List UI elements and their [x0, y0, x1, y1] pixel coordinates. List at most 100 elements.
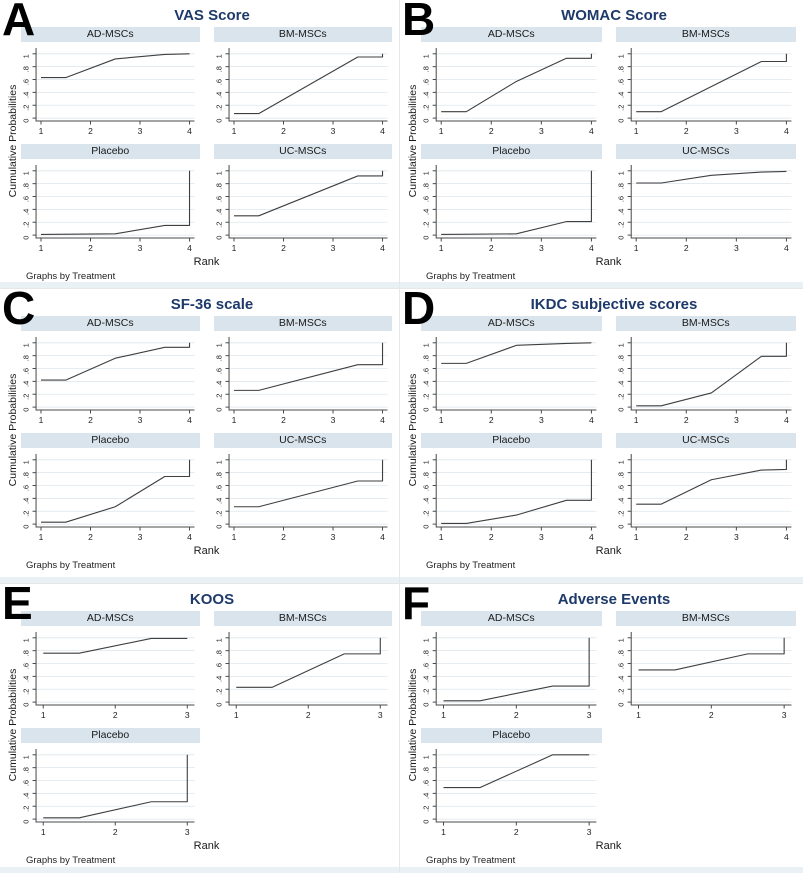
- y-tick-label: .2: [616, 511, 625, 517]
- axes: [435, 48, 597, 122]
- y-tick-label: .8: [616, 472, 625, 478]
- cumulative-probability-line: [443, 754, 590, 789]
- y-tick-label: .8: [22, 767, 31, 773]
- y-tick-label: 0: [22, 820, 31, 824]
- y-tick-label: 1: [616, 638, 625, 642]
- y-tick-label: .4: [616, 92, 625, 98]
- subplot-plot: 0 .2 .4 .6 .8 1 1 2 3 4: [616, 454, 791, 542]
- cumulative-probability-line: [40, 170, 191, 236]
- x-tick-label: 2: [683, 126, 688, 136]
- graphs-by-treatment-note: Graphs by Treatment: [426, 271, 516, 282]
- subplot-header: BM-MSCs: [615, 611, 796, 626]
- panel-body: Cumulative Probabilities AD-MSCs 0 .2 .4 .6 .8…: [404, 316, 796, 544]
- x-axis-title: Rank: [595, 545, 622, 557]
- graphs-by-treatment-note: Graphs by Treatment: [26, 560, 116, 571]
- y-tick-label: .6: [422, 79, 431, 85]
- y-tick-label: .4: [422, 676, 431, 682]
- y-tick-label: .6: [616, 368, 625, 374]
- y-tick-label: .2: [22, 394, 31, 400]
- x-tick-label: 3: [138, 243, 143, 253]
- y-tick-label: 1: [22, 54, 31, 58]
- y-tick-label: .2: [22, 689, 31, 695]
- graphs-by-treatment-note: Graphs by Treatment: [26, 855, 116, 866]
- y-tick-label: .2: [616, 222, 625, 228]
- x-tick-label: 1: [633, 243, 638, 253]
- y-axis-title-area: Cumulative Probabilities: [404, 27, 421, 255]
- x-tick-label: 2: [708, 710, 713, 720]
- y-tick-label: .6: [214, 485, 223, 491]
- x-tick-label: 1: [233, 710, 238, 720]
- x-tick-label: 1: [231, 243, 236, 253]
- axes: [630, 337, 791, 411]
- x-tick-label: 3: [330, 415, 335, 425]
- x-tick-label: 1: [39, 243, 44, 253]
- y-tick-label: 0: [616, 236, 625, 240]
- x-axis-title: Rank: [595, 256, 622, 268]
- x-tick-label: 3: [733, 415, 738, 425]
- y-tick-label: .6: [22, 663, 31, 669]
- subplot-plot: 0 .2 .4 .6 .8 1 1 2 3: [422, 749, 597, 837]
- y-tick-label: .6: [214, 196, 223, 202]
- y-tick-label: 1: [214, 460, 223, 464]
- x-tick-label: 2: [88, 532, 93, 542]
- subplot-header: Placebo: [21, 728, 200, 743]
- x-tick-label: 1: [41, 710, 46, 720]
- x-tick-label: 1: [41, 827, 46, 837]
- x-tick-label: 4: [784, 532, 789, 542]
- y-tick-label: .8: [214, 355, 223, 361]
- cumulative-probability-line: [441, 170, 592, 236]
- subplot-header: BM-MSCs: [213, 27, 392, 42]
- y-tick-label: .2: [22, 222, 31, 228]
- y-tick-label: .4: [22, 92, 31, 98]
- subplot-plot: 0 .2 .4 .6 .8 1 1 2 3 4: [22, 454, 195, 542]
- cumulative-probability-line: [635, 342, 787, 407]
- y-tick-label: .8: [422, 472, 431, 478]
- subplot-bm-mscs: BM-MSCs 0 .2 .4 .6 .8 1 1 2 3: [213, 611, 392, 722]
- x-tick-label: 4: [589, 532, 594, 542]
- x-tick-label: 2: [113, 827, 118, 837]
- subplot-header: UC-MSCs: [615, 144, 796, 159]
- subplot-bm-mscs: BM-MSCs 0 .2 .4 .6 .8 1 1 2 3 4: [213, 316, 392, 427]
- y-tick-label: .8: [616, 183, 625, 189]
- y-tick-label: .4: [214, 498, 223, 504]
- x-tick-label: 4: [380, 415, 385, 425]
- subplot-grid: AD-MSCs 0 .2 .4 .6 .8 1 1 2 3 4 BM-MSCs 0 .2 .4 .6 .8 1 1 2…: [421, 316, 796, 544]
- x-tick-label: 2: [489, 415, 494, 425]
- axes: [228, 337, 387, 411]
- panel-title: VAS Score: [174, 7, 250, 24]
- y-tick-label: 0: [22, 525, 31, 529]
- x-tick-label: 3: [377, 710, 382, 720]
- y-tick-label: .6: [422, 780, 431, 786]
- y-axis-title-area: Cumulative Probabilities: [404, 611, 421, 839]
- cumulative-probability-line: [637, 637, 785, 671]
- subplot-grid: AD-MSCs 0 .2 .4 .6 .8 1 1 2 3 4 BM-MSCs 0 .2 .4 .6 .8 1 1 2…: [21, 316, 392, 544]
- subplot-placebo: Placebo 0 .2 .4 .6 .8 1 1 2 3: [21, 728, 200, 839]
- y-tick-label: .2: [22, 105, 31, 111]
- panel-a: A VAS Score Cumulative Probabilities AD-MSC…: [0, 0, 400, 289]
- axes: [435, 632, 597, 706]
- subplot-grid: AD-MSCs 0 .2 .4 .6 .8 1 1 2 3 4 BM-MSCs 0 .2 .4 .6 .8 1 1 2…: [421, 27, 796, 255]
- panel-d: D IKDC subjective scores Cumulative Probab…: [400, 283, 803, 584]
- panel-body: Cumulative Probabilities AD-MSCs 0 .2 .4 .6 .8…: [4, 611, 392, 839]
- y-tick-label: .4: [616, 498, 625, 504]
- panel-body: Cumulative Probabilities AD-MSCs 0 .2 .4 .6 .8…: [404, 611, 796, 839]
- x-tick-label: 1: [439, 532, 444, 542]
- x-tick-label: 2: [88, 126, 93, 136]
- axes: [435, 337, 597, 411]
- panel-background-strip: [400, 577, 803, 583]
- y-tick-label: .6: [22, 780, 31, 786]
- y-tick-label: .2: [422, 105, 431, 111]
- y-tick-label: 1: [214, 343, 223, 347]
- y-axis-title: Cumulative Probabilities: [6, 373, 19, 487]
- panel-b: B WOMAC Score Cumulative Probabilities AD-M…: [400, 0, 803, 289]
- subplot-plot: 0 .2 .4 .6 .8 1 1 2 3: [214, 632, 387, 720]
- cumulative-probability-line: [233, 459, 383, 508]
- y-tick-label: 0: [22, 236, 31, 240]
- y-tick-label: .8: [422, 183, 431, 189]
- y-tick-label: .2: [22, 511, 31, 517]
- x-axis-title: Rank: [193, 840, 220, 852]
- axes: [435, 749, 597, 823]
- graphs-by-treatment-note: Graphs by Treatment: [426, 560, 516, 571]
- cumulative-probability-line: [441, 459, 592, 525]
